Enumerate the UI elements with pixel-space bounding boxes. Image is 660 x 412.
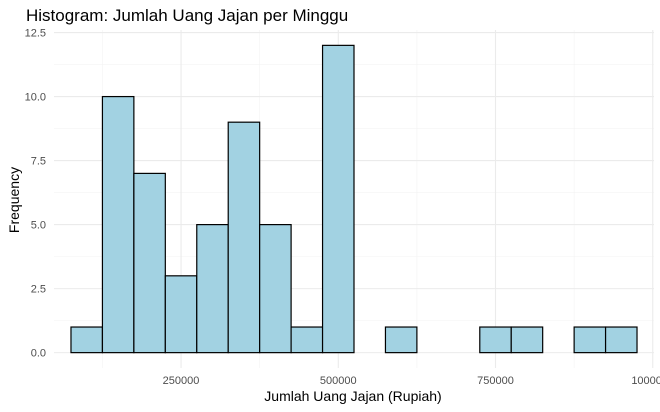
x-tick-label: 750000 bbox=[477, 375, 514, 387]
histogram-bar-1 bbox=[70, 326, 104, 354]
histogram-bar-6 bbox=[227, 121, 261, 354]
histogram-bar-7 bbox=[259, 224, 292, 354]
y-axis-label: Frequency bbox=[6, 167, 22, 233]
chart-title: Histogram: Jumlah Uang Jajan per Minggu bbox=[26, 6, 348, 25]
y-tick-label: 10.0 bbox=[25, 92, 46, 104]
histogram-bar-18 bbox=[604, 326, 638, 354]
histogram-bar-15 bbox=[510, 326, 544, 354]
histogram-bar-17 bbox=[573, 326, 607, 354]
x-axis-label: Jumlah Uang Jajan (Rupiah) bbox=[264, 388, 441, 404]
x-axis-ticks: 250000 500000 750000 1000000 bbox=[163, 375, 660, 387]
y-tick-label: 7.5 bbox=[31, 156, 46, 168]
x-tick-label: 250000 bbox=[163, 375, 200, 387]
histogram-bar-11 bbox=[384, 326, 418, 354]
histogram-bar-14 bbox=[479, 326, 512, 354]
y-tick-label: 12.5 bbox=[25, 28, 46, 40]
histogram-bar-8 bbox=[290, 326, 324, 354]
y-tick-label: 0.0 bbox=[31, 348, 46, 360]
x-tick-label: 500000 bbox=[320, 375, 357, 387]
y-tick-label: 5.0 bbox=[31, 220, 46, 232]
histogram-bar-2 bbox=[101, 95, 135, 354]
histogram-bar-5 bbox=[196, 224, 229, 354]
histogram-bars bbox=[70, 44, 638, 354]
x-tick-label: 1000000 bbox=[631, 375, 660, 387]
y-axis-ticks: 0.0 2.5 5.0 7.5 10.0 12.5 bbox=[25, 28, 46, 360]
histogram-bar-3 bbox=[133, 172, 166, 354]
histogram-bar-4 bbox=[164, 275, 198, 354]
histogram-bar-9 bbox=[321, 44, 355, 354]
y-tick-label: 2.5 bbox=[31, 284, 46, 296]
